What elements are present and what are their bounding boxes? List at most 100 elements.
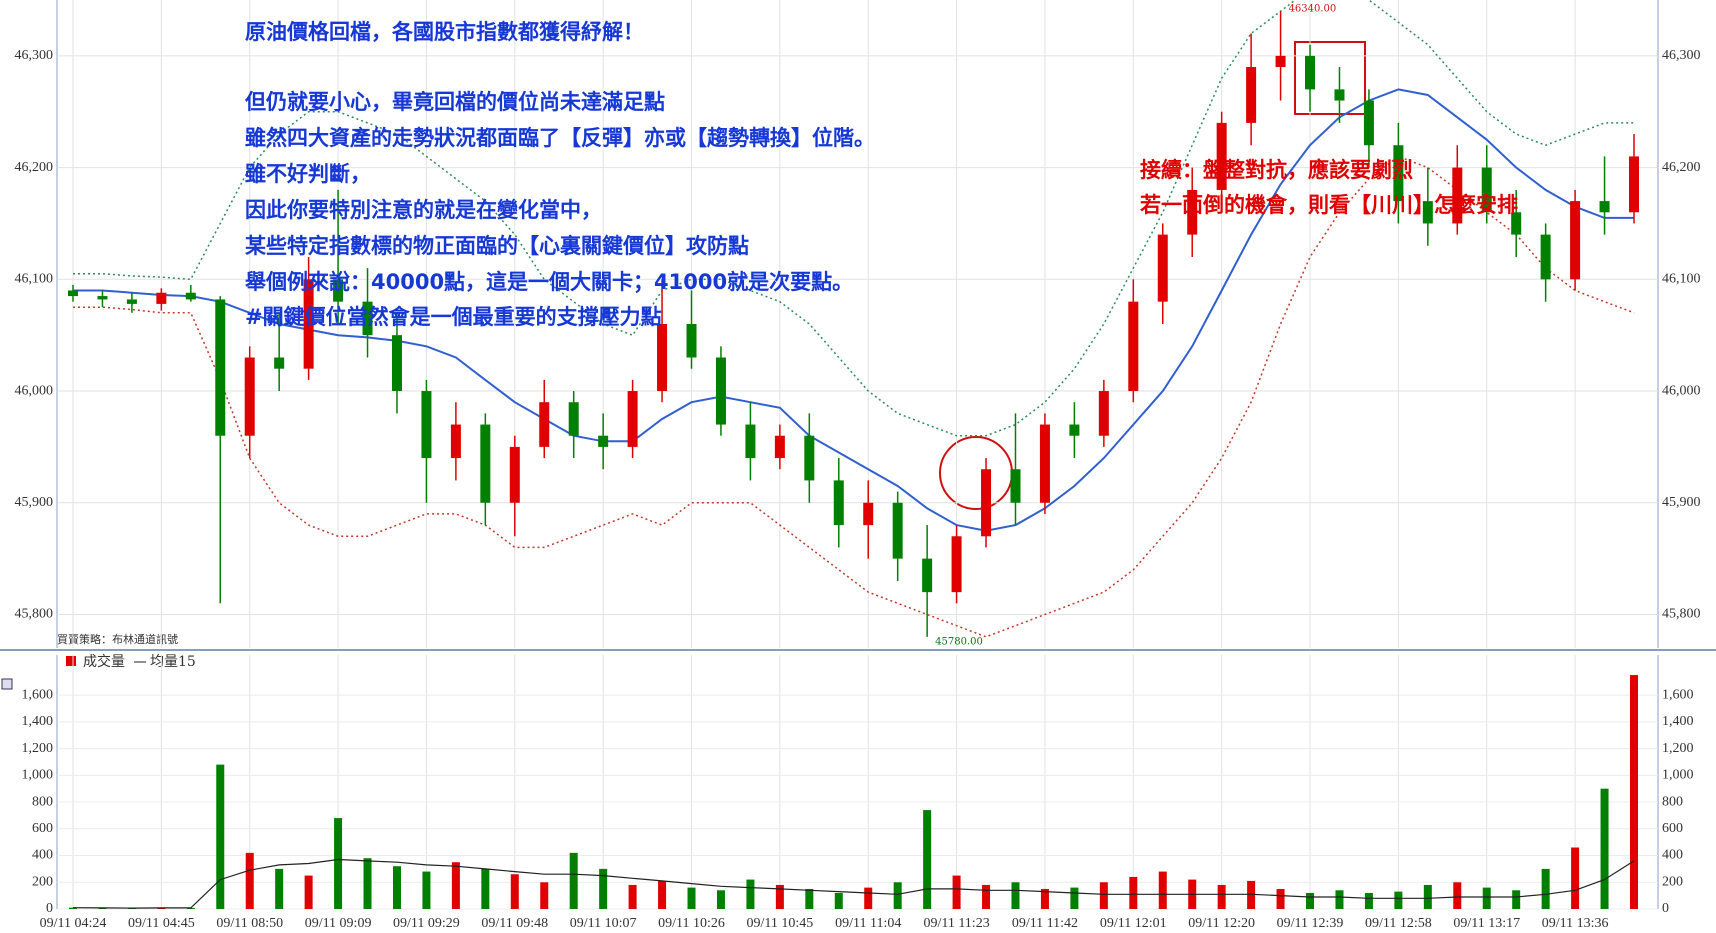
x-tick-label: 09/11 13:17	[1453, 916, 1520, 931]
candle-body	[303, 279, 314, 369]
candle-body	[863, 502, 874, 526]
volume-bar	[1247, 880, 1256, 909]
y-tick-label: 1,000	[22, 768, 54, 783]
y-tick-label: 1,600	[22, 687, 54, 702]
volume-bar	[1040, 888, 1049, 909]
y-tick-label: 46,000	[15, 383, 54, 398]
y-tick-label: 200	[1662, 874, 1683, 889]
y-tick-label: 400	[1662, 848, 1683, 863]
y-tick-label: 200	[32, 874, 53, 889]
candle-body	[1452, 167, 1463, 224]
candle-body	[1481, 167, 1492, 213]
y-tick-label: 600	[32, 821, 53, 836]
candle-body	[509, 446, 520, 503]
candle-body	[274, 357, 285, 369]
y-tick-label: 800	[32, 794, 53, 809]
annotation: 雖不好判斷，	[245, 162, 371, 186]
legend-volume: 成交量	[83, 653, 125, 670]
candle-body	[627, 391, 638, 447]
volume-bar	[805, 888, 814, 909]
collapse-button[interactable]	[1, 678, 13, 690]
x-tick-label: 09/11 13:36	[1542, 916, 1609, 931]
x-tick-label: 09/11 10:45	[746, 916, 813, 931]
candle-body	[1393, 145, 1404, 202]
high-label: 46340.00	[1289, 4, 1337, 15]
candle-body	[1069, 424, 1080, 436]
candle-body	[1629, 156, 1639, 213]
candle-body	[156, 292, 167, 304]
candle-body	[1599, 201, 1610, 213]
volume-bar	[1394, 891, 1403, 909]
band-line	[73, 88, 1634, 532]
volume-bar	[363, 858, 372, 909]
candle-body	[1246, 67, 1257, 123]
candle-body	[892, 502, 903, 559]
y-tick-label: 1,200	[22, 741, 54, 756]
x-tick-label: 09/11 11:23	[923, 916, 989, 931]
candle-body	[1422, 201, 1433, 224]
candle-body	[1305, 55, 1316, 90]
candle-body	[333, 279, 344, 302]
y-tick-label: 45,800	[15, 607, 54, 622]
candle-body	[391, 335, 402, 392]
candle-body	[1157, 234, 1168, 302]
volume-bar	[304, 875, 313, 909]
x-tick-label: 09/11 04:45	[128, 916, 195, 931]
x-tick-label: 09/11 08:50	[216, 916, 283, 931]
candle-body	[97, 296, 108, 300]
volume-bar	[775, 884, 784, 909]
legend-ma: 均量15	[150, 654, 196, 670]
volume-bar	[540, 882, 549, 909]
volume-bar	[569, 852, 578, 909]
volume-bar	[834, 892, 843, 909]
candle-body	[539, 402, 550, 447]
volume-bar	[599, 868, 608, 909]
candle-body	[1039, 424, 1050, 503]
candle-body	[1511, 212, 1522, 235]
y-tick-label: 0	[1662, 901, 1669, 916]
candle-body	[568, 402, 579, 436]
volume-bar	[923, 810, 932, 909]
y-tick-label: 46,200	[1662, 160, 1701, 175]
volume-bar	[510, 874, 519, 909]
candle-body	[1363, 100, 1374, 146]
candle-body	[1010, 469, 1021, 503]
volume-bar	[392, 866, 401, 909]
volume-bar	[481, 868, 490, 909]
x-tick-label: 09/11 11:42	[1012, 916, 1078, 931]
y-tick-label: 46,300	[1662, 48, 1701, 63]
candle-body	[833, 480, 844, 526]
band-line	[73, 0, 1634, 437]
highlight-box	[1294, 41, 1366, 115]
volume-bar	[1276, 888, 1285, 909]
volume-bar	[1158, 871, 1167, 909]
y-tick-label: 1,200	[1662, 741, 1694, 756]
annotation: 雖然四大資產的走勢狀況都面臨了【反彈】亦或【趨勢轉換】位階。	[245, 126, 875, 150]
y-tick-label: 400	[32, 848, 53, 863]
candle-body	[126, 299, 137, 304]
volume-bar	[451, 862, 460, 909]
candle-body	[1334, 89, 1345, 101]
candle-body	[804, 435, 815, 481]
y-tick-label: 0	[46, 901, 53, 916]
annotation: 但仍就要小心，畢竟回檔的價位尚未達滿足點	[245, 90, 665, 114]
candle-body	[951, 536, 962, 593]
candle-body	[362, 301, 373, 336]
y-tick-label: 45,900	[1662, 495, 1701, 510]
y-tick-label: 45,800	[1662, 607, 1701, 622]
x-tick-label: 09/11 09:48	[481, 916, 548, 931]
volume-bar	[1541, 868, 1550, 909]
x-tick-label: 09/11 10:07	[570, 916, 637, 931]
x-tick-label: 09/11 12:20	[1188, 916, 1255, 931]
volume-bar	[1306, 892, 1315, 909]
volume-bar	[1070, 887, 1079, 909]
candle-body	[1540, 234, 1551, 280]
candle-body	[981, 469, 992, 537]
volume-bar	[952, 875, 961, 909]
annotation-red: 若一面倒的機會，則看【川川】怎麼安排	[1139, 193, 1518, 217]
volume-bar	[1335, 890, 1344, 909]
y-tick-label: 1,600	[1662, 687, 1694, 702]
annotation: 舉個例來說：40000點，這是一個大關卡；41000就是次要點。	[244, 270, 853, 294]
volume-bar	[422, 871, 431, 909]
